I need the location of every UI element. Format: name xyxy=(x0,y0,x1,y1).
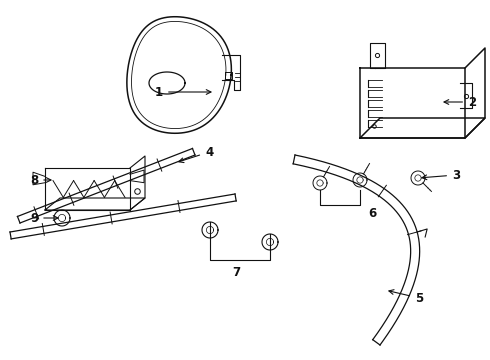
Text: 9: 9 xyxy=(30,212,58,225)
Text: 1: 1 xyxy=(155,86,211,99)
Text: 6: 6 xyxy=(368,207,376,220)
Text: 7: 7 xyxy=(232,266,240,279)
Text: 8: 8 xyxy=(30,174,51,186)
Text: 4: 4 xyxy=(179,145,213,163)
Text: 3: 3 xyxy=(422,168,460,181)
Text: 5: 5 xyxy=(389,290,423,305)
Text: 2: 2 xyxy=(444,95,476,108)
